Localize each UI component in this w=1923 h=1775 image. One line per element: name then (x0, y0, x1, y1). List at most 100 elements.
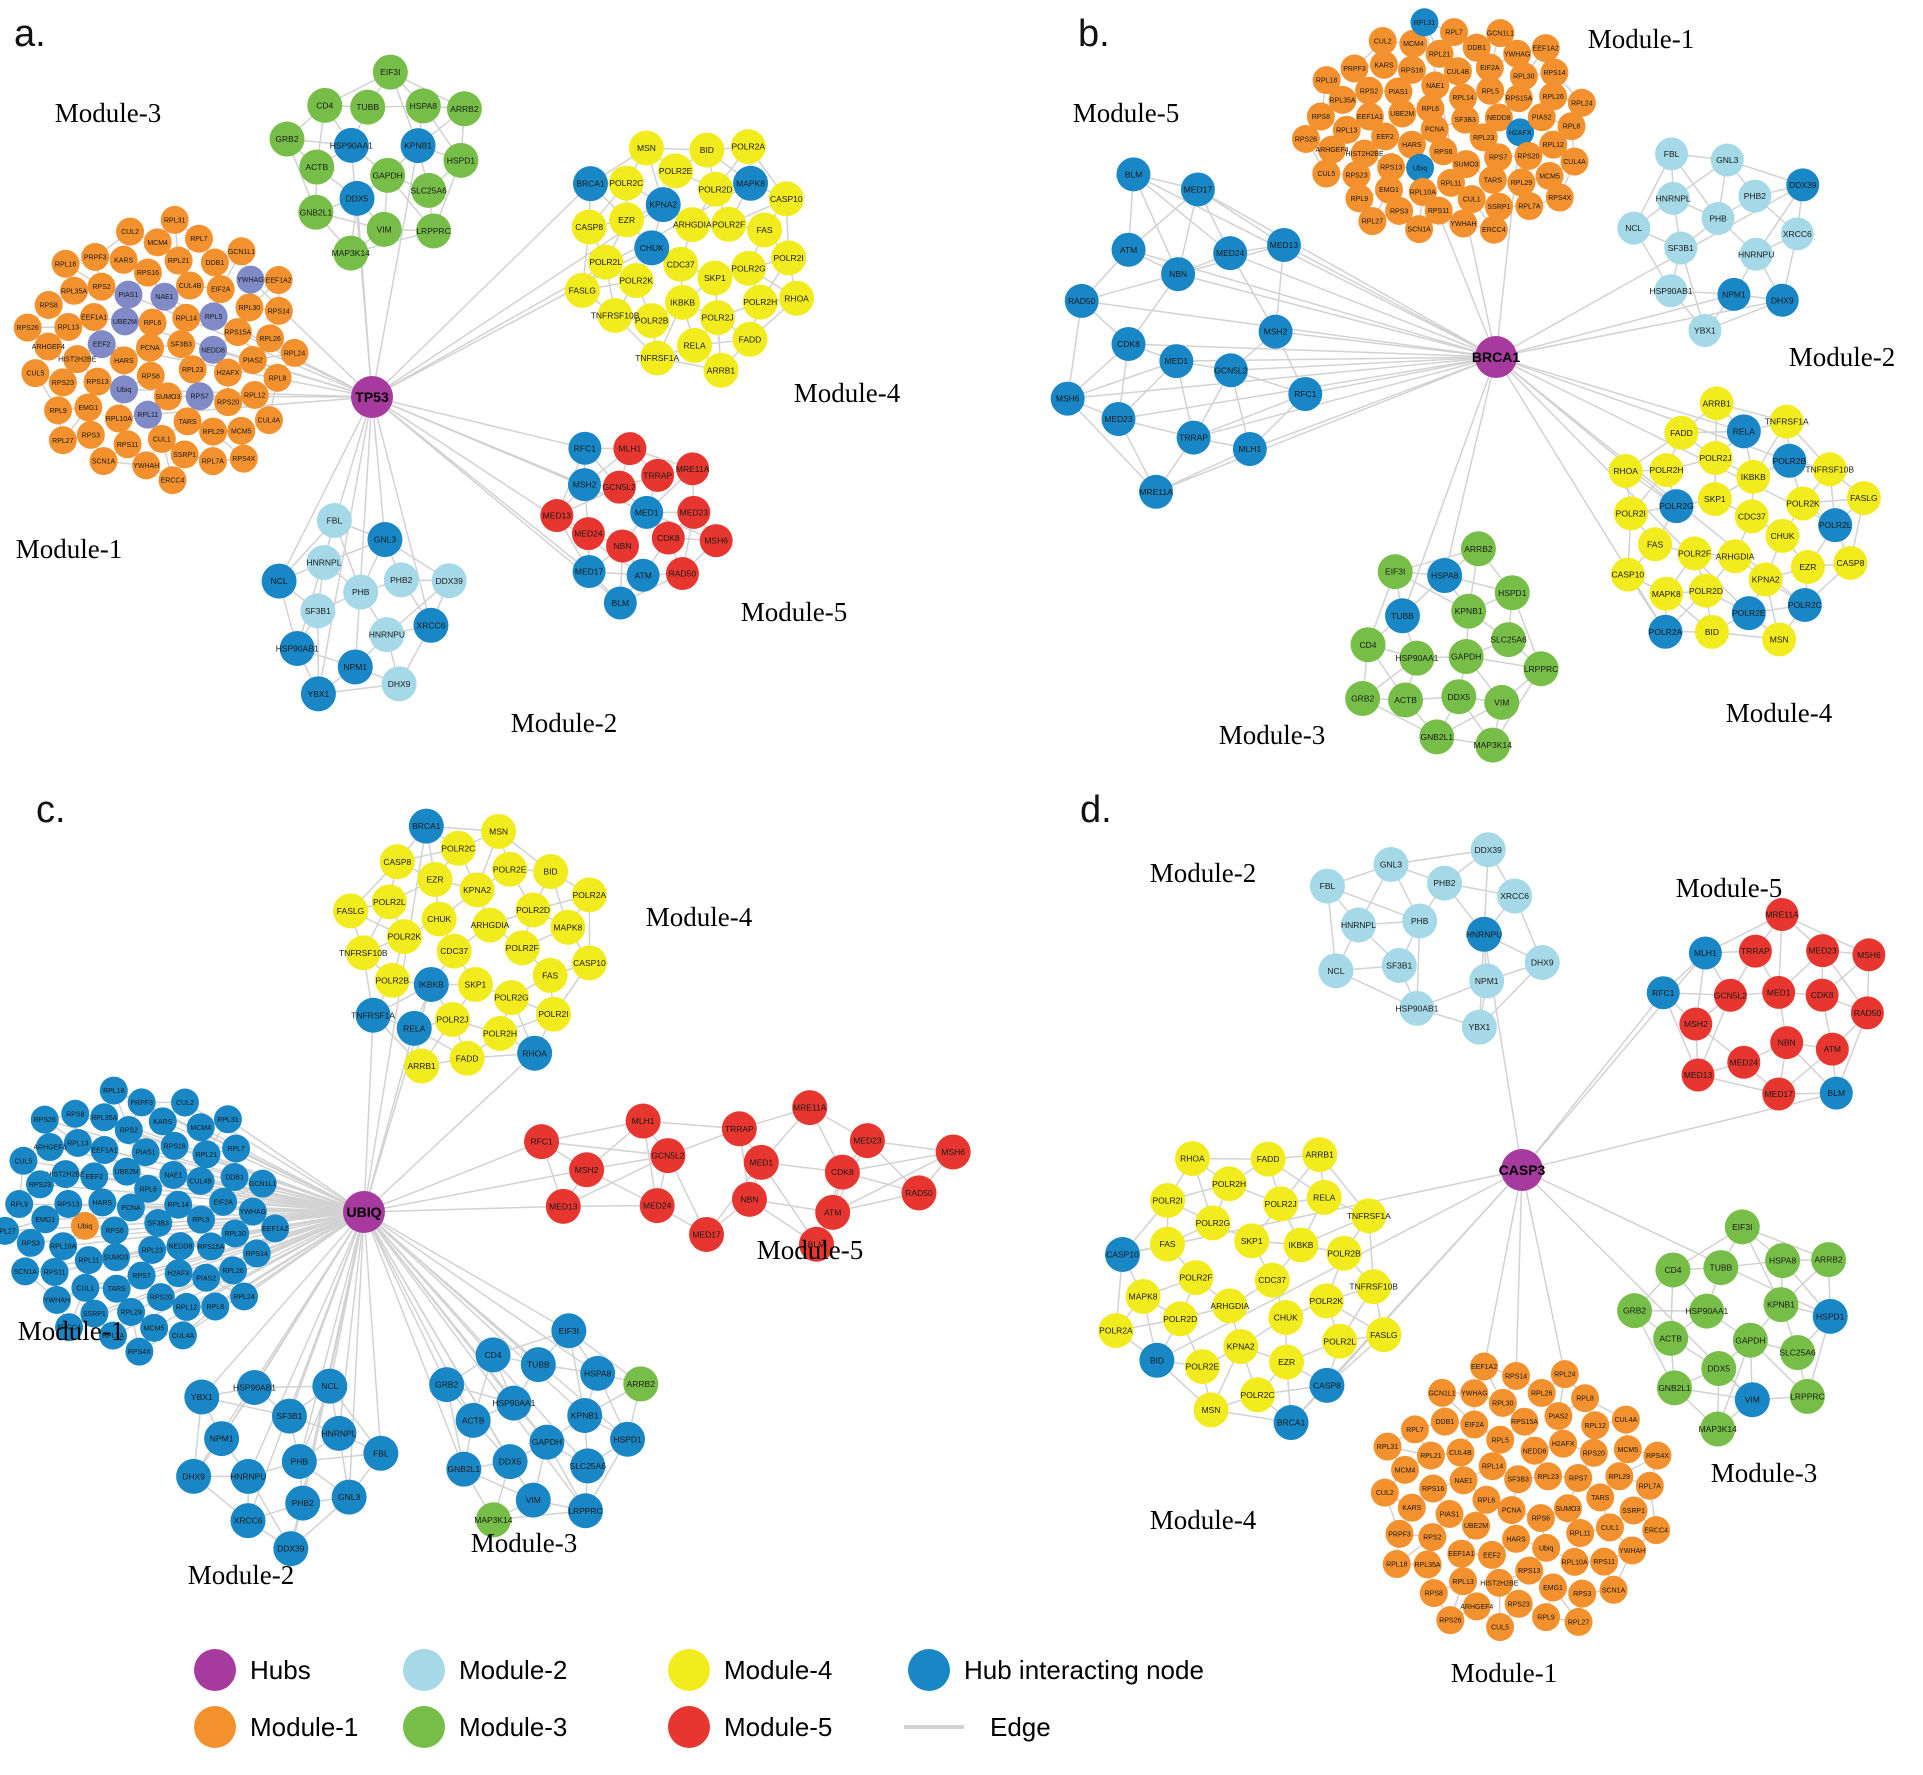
hub-node-TP53 (351, 376, 393, 418)
node-label-SLC25A6: SLC25A6 (570, 1461, 607, 1471)
panel-letter-b: b. (1078, 13, 1110, 55)
node-RPL27 (48, 426, 77, 455)
node-Ubiq (1532, 1533, 1561, 1562)
node-label-MSH6: MSH6 (1056, 394, 1080, 404)
node-label-RPS8: RPS8 (66, 1111, 84, 1118)
hub-edge (1521, 992, 1664, 1171)
node-RPS23 (1342, 161, 1371, 190)
node-UBE2M (112, 1157, 141, 1186)
node-SF3B1 (1664, 231, 1698, 265)
node-RPL10A (1408, 178, 1437, 207)
node-label-POLR2B: POLR2B (635, 316, 669, 326)
node-RPL31 (1410, 8, 1439, 37)
node-CDK8 (1805, 978, 1839, 1012)
node-FASLG (333, 893, 369, 929)
module-label-module-5: Module-5 (1676, 873, 1782, 903)
node-label-RPS13: RPS13 (57, 1201, 79, 1208)
node-NPM1 (204, 1421, 240, 1457)
node-EZR (609, 202, 645, 238)
node-CUL4A (1560, 147, 1589, 176)
node-RHOA (779, 280, 815, 316)
node-label-POLR2B: POLR2B (376, 975, 410, 985)
node-RPL6 (134, 1174, 163, 1203)
node-PIAS1 (1384, 77, 1413, 106)
node-YBX1 (1688, 313, 1722, 347)
node-label-GCN5L2: GCN5L2 (603, 482, 636, 492)
node-label-MCM4: MCM4 (190, 1125, 211, 1132)
node-label-BLM: BLM (1828, 1088, 1845, 1098)
node-label-HSP90AA1: HSP90AA1 (1685, 1306, 1728, 1316)
node-FAS (1638, 527, 1673, 562)
node-MAP3K14 (1700, 1411, 1736, 1447)
node-SF3B3 (1504, 1465, 1533, 1494)
node-label-RPL29: RPL29 (202, 429, 224, 436)
legend-label-hub-interacting-node: Hub interacting node (964, 1655, 1204, 1685)
node-label-POLR2B: POLR2B (1773, 456, 1807, 466)
node-label-MRE11A: MRE11A (1765, 910, 1799, 920)
node-label-RFC1: RFC1 (530, 1137, 552, 1147)
node-SF3B1 (1381, 947, 1417, 983)
node-label-EEF1A2: EEF1A2 (266, 278, 292, 285)
node-POLR2F (504, 930, 540, 966)
module-label-module-4: Module-4 (794, 378, 901, 408)
node-POLR2E (658, 153, 694, 189)
node-NPM1 (1717, 277, 1751, 311)
node-label-RHOA: RHOA (1613, 466, 1638, 476)
node-MED13 (545, 1188, 581, 1224)
node-CUL5 (1486, 1613, 1515, 1642)
panel-a-module-5: MED1 NBN GCN5L2 CDK8 MED24 TRRAP ATM MSH2 MED23 M… (540, 431, 733, 620)
panel-letter-c: c. (36, 789, 66, 831)
node-label-CDK8: CDK8 (831, 1167, 854, 1177)
node-DDB1 (220, 1163, 249, 1192)
hub-edge (201, 1211, 365, 1398)
node-label-RPL7: RPL7 (227, 1146, 245, 1153)
node-PRPF3 (1385, 1519, 1414, 1548)
node-label-FBL: FBL (1664, 149, 1680, 159)
node-MSH6 (1050, 381, 1085, 416)
node-RPS4X (229, 444, 258, 473)
node-label-SF3B3: SF3B3 (1455, 117, 1477, 124)
node-label-RPS20: RPS20 (217, 400, 239, 407)
node-RPL8 (201, 1292, 230, 1321)
node-NAE1 (1421, 71, 1450, 100)
node-label-POLR2G: POLR2G (494, 993, 529, 1003)
node-GAPDH (370, 157, 406, 193)
node-label-TUBB: TUBB (356, 102, 379, 112)
node-label-MED13: MED13 (549, 1201, 578, 1211)
node-NCL (261, 563, 297, 599)
node-label-HNRNPU: HNRNPU (369, 630, 405, 640)
node-label-HSP90AA1: HSP90AA1 (330, 140, 373, 150)
node-SCN1A (89, 447, 118, 476)
node-label-VIM: VIM (1494, 697, 1509, 707)
node-HARS (109, 346, 138, 375)
node-label-RPS2: RPS2 (120, 1128, 138, 1135)
node-RPS8 (1306, 102, 1335, 131)
legend-swatch-module-2 (403, 1649, 445, 1691)
node-ARRB1 (703, 352, 739, 388)
node-EIF2A (209, 1187, 238, 1216)
node-label-RPL8: RPL8 (207, 1304, 225, 1311)
node-label-PHB: PHB (1709, 214, 1727, 224)
node-label-MAP3K14: MAP3K14 (332, 248, 371, 258)
node-label-GNL3: GNL3 (338, 1492, 360, 1502)
node-label-KPNA2: KPNA2 (463, 885, 491, 895)
node-GNL3 (1710, 143, 1744, 177)
node-label-SKP1: SKP1 (1241, 1236, 1263, 1246)
node-label-RPS23: RPS23 (1508, 1601, 1530, 1608)
node-label-MED13: MED13 (1270, 240, 1299, 250)
node-label-MSN: MSN (637, 143, 656, 153)
node-YWHAG (236, 265, 265, 294)
node-label-DDX5: DDX5 (1447, 692, 1470, 702)
node-DDX39 (1470, 832, 1506, 868)
node-label-SCN1A: SCN1A (92, 459, 116, 466)
node-MED24 (571, 517, 605, 551)
node-label-POLR2F: POLR2F (1678, 548, 1711, 558)
node-POLR2H (742, 284, 778, 320)
node-label-HSP90AB1: HSP90AB1 (1395, 1003, 1438, 1013)
node-label-MED1: MED1 (1767, 987, 1791, 997)
hub-edge (363, 1211, 448, 1385)
node-RPS8 (61, 1099, 90, 1128)
node-label-UBE2M: UBE2M (113, 319, 137, 326)
node-SUMO3 (1452, 150, 1481, 179)
node-label-TUBB: TUBB (527, 1360, 550, 1370)
